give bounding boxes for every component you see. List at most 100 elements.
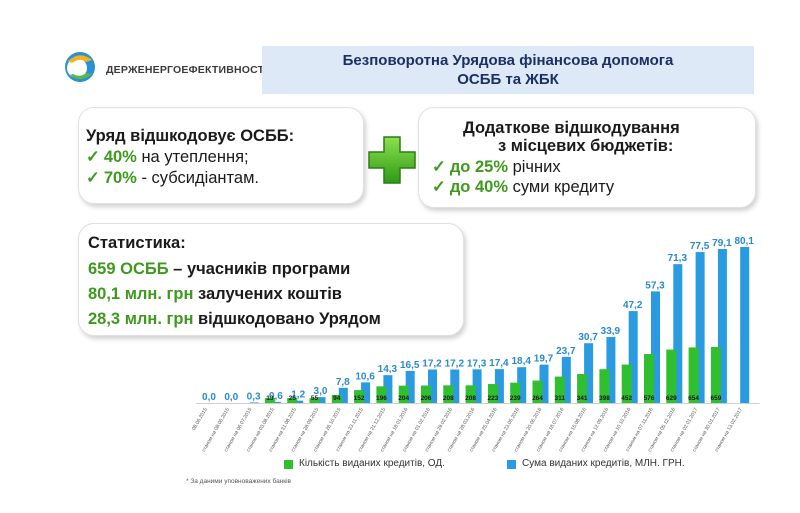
- sum-bar: [316, 397, 326, 403]
- count-data-label: 204: [398, 395, 409, 402]
- statistics-row-3: 28,3 млн. грн відшкодовано Урядом: [88, 309, 381, 329]
- count-bar: [710, 347, 721, 403]
- sum-bar: [673, 264, 683, 403]
- sum-bar: [450, 369, 460, 403]
- sum-data-label: 80,1: [734, 236, 754, 247]
- local-item-2-value: до 40%: [449, 178, 508, 196]
- legend-swatch-count: [284, 460, 293, 469]
- sum-data-label: 23,7: [556, 346, 576, 357]
- count-bar: [354, 390, 365, 403]
- count-data-label: 341: [577, 395, 588, 402]
- government-item-2-text: - субсидіантам.: [136, 169, 259, 187]
- sum-bar: [271, 401, 281, 403]
- local-item-1: ✓ до 25% річних: [432, 157, 561, 177]
- count-data-label: 311: [555, 395, 566, 402]
- sum-data-label: 0,3: [247, 391, 261, 402]
- legend-label-sum: Сума виданих кредитів, МЛН. ГРН.: [522, 458, 685, 469]
- sum-data-label: 30,7: [578, 332, 598, 343]
- count-bar: [421, 385, 431, 403]
- government-item-2: ✓ 70% - субсидіантам.: [86, 168, 259, 188]
- page-title: Безповоротна Урядова фінансова допомога …: [262, 51, 754, 89]
- government-compensation-card: [78, 107, 364, 204]
- logo-text: ДЕРЖЕНЕРГОЕФЕКТИВНОСТІ: [106, 64, 268, 76]
- count-bar: [532, 380, 543, 403]
- sum-data-label: 57,3: [645, 280, 665, 291]
- check-icon: ✓: [432, 158, 446, 176]
- title-band: [262, 46, 754, 94]
- check-icon: ✓: [86, 148, 100, 166]
- sum-bar: [428, 369, 437, 403]
- sum-bar: [584, 343, 594, 403]
- sum-data-label: 33,9: [601, 326, 621, 337]
- count-data-label: 152: [354, 395, 365, 402]
- count-bar: [510, 382, 521, 403]
- local-item-1-text: річних: [508, 158, 561, 176]
- count-bar: [621, 364, 632, 403]
- count-bar: [287, 398, 298, 403]
- sum-data-label: 3,0: [314, 386, 328, 397]
- count-data-label: 398: [599, 395, 610, 402]
- count-bar: [376, 386, 387, 403]
- government-item-1: ✓ 40% на утеплення;: [86, 147, 249, 167]
- statistics-card: [78, 223, 464, 336]
- count-bar: [487, 384, 498, 403]
- count-data-label: 94: [333, 395, 341, 402]
- title-line-1: Безповоротна Урядова фінансова допомога: [342, 52, 674, 69]
- plus-icon: [368, 136, 416, 184]
- sum-bar: [651, 291, 660, 403]
- government-item-2-value: 70%: [103, 169, 137, 187]
- sum-bar: [294, 400, 304, 403]
- count-bar: [309, 398, 320, 403]
- sum-data-label: 14,3: [378, 364, 398, 375]
- sum-data-label: 17,2: [422, 359, 442, 370]
- sum-data-label: 18,4: [511, 356, 531, 367]
- count-data-label: 223: [487, 395, 498, 402]
- count-data-label: 659: [710, 395, 721, 402]
- statistics-row-1: 659 ОСББ – учасників програми: [88, 259, 350, 279]
- statistics-row-2: 80,1 млн. грн залучених коштів: [88, 284, 342, 304]
- count-bar: [331, 395, 342, 403]
- count-bar: [264, 398, 275, 403]
- count-bar: [465, 385, 476, 403]
- statistics-row-2-value: 80,1 млн. грн: [88, 285, 194, 303]
- count-bar: [644, 354, 654, 403]
- government-item-1-text: на утеплення;: [136, 148, 249, 166]
- logo-emblem: [65, 52, 95, 82]
- count-bar: [577, 374, 588, 403]
- sum-data-label: 17,2: [445, 359, 465, 370]
- count-data-label: 452: [621, 395, 632, 402]
- sum-bar: [539, 364, 549, 403]
- count-data-label: 206: [421, 395, 432, 402]
- statistics-row-1-value: 659 ОСББ: [88, 260, 169, 278]
- statistics-row-1-text: – учасників програми: [168, 260, 351, 278]
- count-data-label: 13: [266, 395, 274, 402]
- sum-data-label: 19,7: [534, 354, 554, 365]
- statistics-row-2-text: залучених коштів: [193, 285, 342, 303]
- sum-bar: [383, 375, 393, 403]
- legend-swatch-sum: [507, 460, 516, 469]
- sum-data-label: 10,6: [355, 371, 375, 382]
- sum-bar: [628, 311, 638, 403]
- footnote: * За даними уповноважених банків: [186, 478, 292, 485]
- check-icon: ✓: [86, 169, 100, 187]
- sum-bar: [695, 252, 705, 403]
- count-data-label: 576: [644, 395, 655, 402]
- sum-data-label: 71,3: [668, 253, 688, 264]
- count-data-label: 239: [510, 395, 521, 402]
- sum-bar: [338, 387, 348, 403]
- count-bar: [443, 385, 454, 403]
- count-bar: [554, 376, 565, 403]
- legend-label-count: Кількість виданих кредитів, ОД.: [299, 458, 445, 469]
- sum-bar: [405, 370, 415, 403]
- count-data-label: 25: [289, 395, 297, 402]
- sum-bar: [472, 369, 482, 403]
- check-icon: ✓: [432, 178, 446, 196]
- sum-bar: [740, 247, 750, 403]
- count-data-label: 208: [465, 395, 476, 402]
- sum-data-label: 16,5: [400, 360, 420, 371]
- count-data-label: 55: [311, 395, 319, 402]
- title-line-2: ОСББ та ЖБК: [457, 71, 559, 88]
- government-item-1-value: 40%: [103, 148, 137, 166]
- local-item-2-text: суми кредиту: [508, 178, 615, 196]
